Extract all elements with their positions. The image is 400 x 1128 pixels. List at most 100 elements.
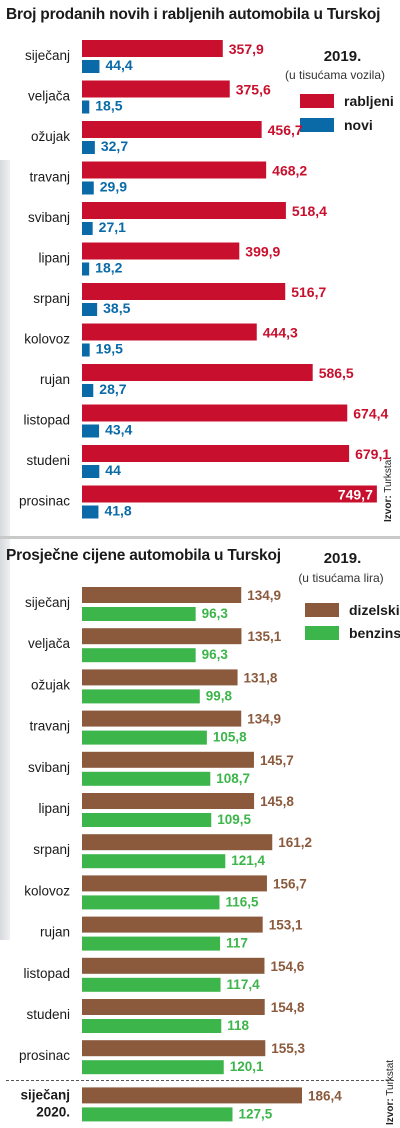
chart1-value-label-novi: 28,7: [99, 381, 126, 397]
chart1-value-label-rabljeni: 516,7: [291, 284, 326, 300]
chart2-bar-dizelski: [82, 916, 263, 933]
chart1-category-label: studeni: [26, 453, 70, 468]
chart2-value-label-dizelski: 161,2: [278, 835, 312, 850]
chart2-bar-dizelski: [82, 875, 267, 892]
chart1-value-label-novi: 41,8: [104, 503, 131, 519]
background-decoration: [0, 160, 10, 940]
chart2-value-label-dizelski: 154,6: [270, 959, 304, 974]
chart2-value-label-benzinski: 96,3: [202, 647, 229, 662]
legend-swatch-rabljeni: [300, 94, 334, 108]
chart1-category-label: svibanj: [28, 210, 70, 225]
chart1-bar-rabljeni: [82, 485, 377, 503]
chart1-value-label-rabljeni: 357,9: [229, 41, 264, 57]
chart1-category-label: ožujak: [31, 129, 70, 144]
chart2-value-label-dizelski: 134,9: [247, 712, 281, 727]
legend-label-novi: novi: [344, 117, 373, 133]
chart2-value-label-benzinski: 109,5: [217, 812, 251, 827]
chart1-category-label: travanj: [29, 170, 70, 185]
chart2-category-label: srpanj: [33, 842, 70, 857]
chart2-bar-dizelski: [82, 793, 255, 809]
chart1-value-label-rabljeni: 518,4: [292, 203, 327, 219]
chart1-bar-rabljeni: [82, 283, 286, 300]
chart1-value-label-novi: 27,1: [99, 219, 126, 235]
chart1-year: 2019.: [323, 48, 362, 65]
chart2-unit: (u tisućama lira): [298, 571, 384, 585]
chart2-bar-dizelski: [82, 587, 242, 603]
legend-label-rabljeni: rabljeni: [344, 93, 394, 109]
chart1-value-label-rabljeni: 674,4: [353, 406, 388, 422]
chart1-bar-rabljeni: [82, 404, 348, 422]
chart1-bar-rabljeni: [82, 40, 223, 57]
chart2-category-label: studeni: [26, 1007, 70, 1022]
chart2-value-label-benzinski: 121,4: [231, 853, 265, 868]
chart1-bar-novi: [82, 424, 100, 438]
chart1-value-label-novi: 29,9: [100, 179, 127, 195]
chart2-category-label: svibanj: [28, 760, 70, 775]
chart2-category-label: siječanj: [25, 595, 70, 610]
chart1-value-label-rabljeni: 468,2: [272, 163, 307, 179]
section-divider: [0, 536, 400, 539]
chart1-category-label: listopad: [23, 413, 70, 428]
chart1-bar-rabljeni: [82, 242, 240, 260]
chart1-value-label-rabljeni: 586,5: [319, 365, 354, 381]
chart2-value-label-dizelski: 156,7: [273, 876, 307, 891]
chart1-bar-rabljeni: [82, 445, 350, 462]
chart2-bar-benzinski: [82, 1060, 224, 1075]
chart2-category-label: siječanj 2020.: [20, 1087, 70, 1119]
chart2-bar-benzinski: [82, 607, 196, 621]
chart2-bar-benzinski: [82, 936, 221, 951]
legend-swatch-dizelski: [305, 603, 339, 617]
chart1-bar-novi: [82, 60, 100, 73]
chart1-bar-novi: [82, 222, 93, 235]
chart1-category-label: rujan: [40, 372, 70, 387]
chart1-bar-rabljeni: [82, 202, 286, 219]
chart1-value-label-rabljeni: 444,3: [263, 325, 298, 341]
chart1-value-label-rabljeni: 749,7: [338, 487, 373, 503]
chart2-category-label: rujan: [40, 925, 70, 940]
chart2-value-label-benzinski: 120,1: [230, 1059, 264, 1074]
chart2-value-label-benzinski: 117: [226, 936, 248, 951]
chart2-bar-dizelski: [82, 669, 238, 686]
chart2-value-label-dizelski: 154,8: [271, 1000, 305, 1015]
chart2-bar-benzinski: [82, 813, 212, 827]
chart1-bar-rabljeni: [82, 121, 262, 138]
chart2-value-label-dizelski: 186,4: [308, 1088, 342, 1103]
chart1-legend-novi: novi: [300, 117, 373, 133]
chart1-bar-rabljeni: [82, 161, 267, 179]
chart1-value-label-novi: 32,7: [101, 138, 128, 154]
legend-swatch-benzinski: [305, 626, 339, 640]
chart2-bar-benzinski: [82, 689, 200, 704]
chart2-value-label-dizelski: 135,1: [247, 629, 281, 644]
chart2-value-label-dizelski: 155,3: [271, 1041, 305, 1056]
chart2-legend-benzinski: benzinski: [305, 625, 400, 641]
chart1-category-label: prosinac: [19, 494, 70, 509]
chart2-value-label-benzinski: 117,4: [227, 977, 261, 992]
chart1-category-label: siječanj: [25, 48, 70, 63]
chart2-category-label: travanj: [29, 719, 70, 734]
chart1-category-label: kolovoz: [24, 332, 70, 347]
chart2-value-label-benzinski: 99,8: [206, 688, 233, 703]
chart2-bar-dizelski: [82, 1087, 302, 1104]
chart1-bar-novi: [82, 262, 90, 276]
chart2-bar-dizelski: [82, 957, 265, 974]
chart2-value-label-benzinski: 96,3: [202, 606, 229, 621]
chart2-bar-dizelski: [82, 834, 273, 851]
chart1-value-label-novi: 44,4: [105, 57, 132, 73]
chart1-bar-novi: [82, 141, 95, 154]
chart2-bar-benzinski: [82, 771, 211, 786]
chart2-bar-dizelski: [82, 1040, 266, 1057]
chart1-bar-novi: [82, 384, 94, 397]
chart2-category-label: listopad: [23, 966, 70, 981]
chart2-bar-dizelski: [82, 710, 242, 727]
chart2-bar-benzinski: [82, 730, 207, 745]
chart1-value-label-rabljeni: 456,7: [268, 122, 303, 138]
chart2-bar-benzinski: [82, 977, 221, 992]
chart2-category-label: veljača: [28, 636, 71, 651]
chart1-value-label-novi: 43,4: [105, 422, 132, 438]
chart1-legend-rabljeni: rabljeni: [300, 93, 394, 109]
chart1-bar-novi: [82, 181, 94, 195]
chart1-title: Broj prodanih novih i rabljenih automobi…: [6, 6, 381, 23]
legend-label-benzinski: benzinski: [349, 625, 400, 641]
chart2-bar-benzinski: [82, 648, 196, 663]
